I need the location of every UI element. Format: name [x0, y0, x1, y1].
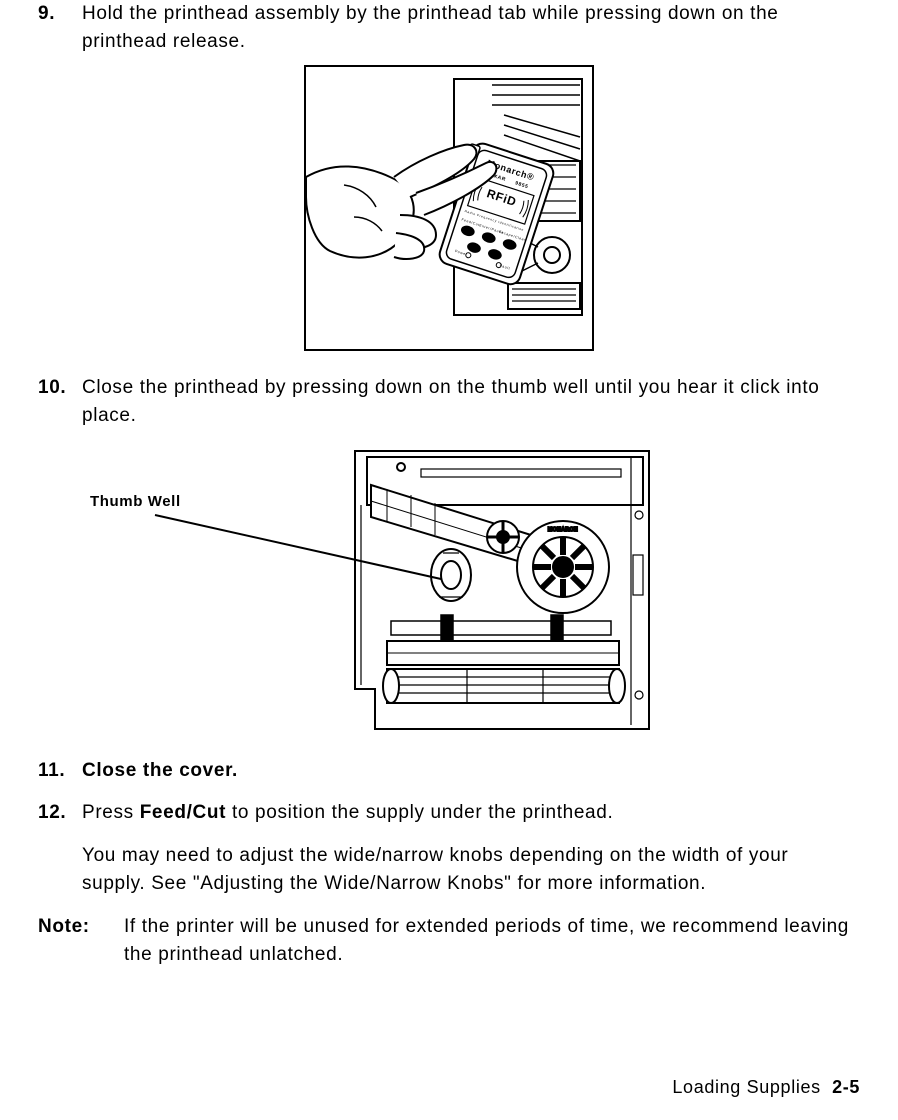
step-12-post: to position the supply under the printhe…	[226, 802, 613, 823]
note-label: Note:	[38, 913, 124, 941]
page-footer: Loading Supplies 2-5	[672, 1077, 860, 1098]
step-9-number: 9.	[38, 0, 82, 28]
step-9-text: Hold the printhead assembly by the print…	[82, 0, 860, 55]
figure-1: Monarch® PAXAR 9855 RFiD Radio Frequency…	[38, 65, 860, 356]
step-12-number: 12.	[38, 799, 82, 827]
step-12-text: Press Feed/Cut to position the supply un…	[82, 799, 860, 827]
step-12-pre: Press	[82, 802, 140, 823]
note-text: If the printer will be unused for extend…	[124, 913, 860, 968]
step-12: 12. Press Feed/Cut to position the suppl…	[38, 799, 860, 827]
note: Note: If the printer will be unused for …	[38, 913, 860, 968]
step-11-text: Close the cover.	[82, 757, 860, 785]
step-11: 11. Close the cover.	[38, 757, 860, 785]
footer-page: 2-5	[832, 1077, 860, 1097]
step-11-number: 11.	[38, 757, 82, 785]
svg-text:MONARCH: MONARCH	[548, 527, 578, 533]
body-paragraph: You may need to adjust the wide/narrow k…	[82, 842, 822, 897]
footer-text: Loading Supplies	[672, 1077, 820, 1097]
step-9: 9. Hold the printhead assembly by the pr…	[38, 0, 860, 55]
step-12-bold: Feed/Cut	[140, 802, 226, 823]
step-10-text: Close the printhead by pressing down on …	[82, 374, 860, 429]
step-10-number: 10.	[38, 374, 82, 402]
step-10: 10. Close the printhead by pressing down…	[38, 374, 860, 429]
